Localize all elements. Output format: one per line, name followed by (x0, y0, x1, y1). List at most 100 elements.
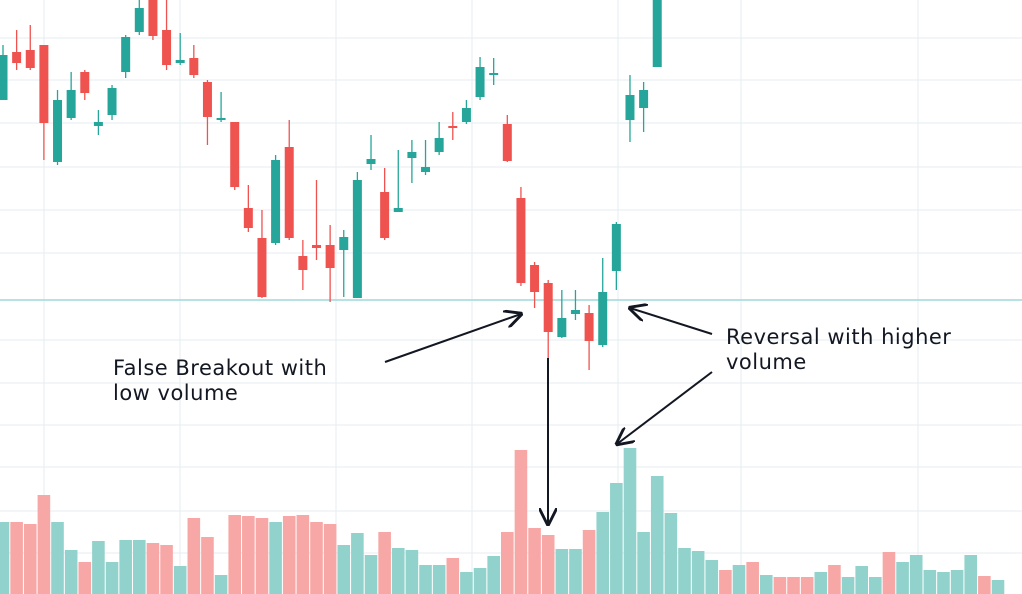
volume-bars (0, 448, 1005, 594)
volume-bar (828, 565, 841, 594)
volume-bar (937, 572, 950, 594)
candle-body (625, 95, 635, 120)
volume-bar (242, 516, 255, 594)
volume-bar (0, 522, 10, 594)
volume-bar (214, 575, 228, 594)
candle-body (175, 60, 185, 63)
candle-body (271, 160, 281, 243)
candle-body (407, 152, 417, 158)
volume-bar (773, 577, 787, 594)
candle-body (598, 292, 608, 345)
candle-body (570, 310, 580, 314)
volume-bar (964, 555, 978, 594)
volume-bar (487, 556, 500, 594)
candle-body (475, 67, 485, 97)
volume-bar (173, 566, 187, 594)
annotation: volume (726, 350, 807, 374)
volume-bar (187, 518, 201, 594)
volume-bar (391, 548, 405, 594)
volume-bar (501, 532, 514, 594)
candle-body (107, 88, 117, 115)
volume-bar (446, 558, 460, 594)
volume-bar (296, 515, 310, 594)
volume-bar (64, 550, 78, 594)
volume-bar (596, 512, 610, 594)
volume-bar (732, 565, 746, 594)
volume-bar (869, 577, 882, 594)
volume-bar (841, 577, 855, 594)
candle-body (162, 30, 172, 65)
candle-body (502, 124, 512, 161)
candle-body (489, 73, 499, 75)
volume-bar (923, 570, 937, 594)
arrow (617, 371, 713, 444)
volume-bar (909, 555, 923, 594)
volume-bar (800, 577, 814, 594)
volume-bar (37, 495, 51, 594)
annotation: low volume (113, 381, 238, 405)
volume-bar (528, 528, 541, 594)
candle-body (652, 0, 662, 67)
volume-bar (650, 476, 664, 594)
volume-bar (950, 570, 964, 594)
volume-bar (991, 580, 1005, 594)
volume-bar (637, 532, 650, 594)
candle-body (66, 90, 76, 118)
annotation: Reversal with higher (726, 325, 951, 349)
volume-bar (814, 572, 828, 594)
volume-bar (664, 513, 678, 594)
volume-bar (269, 522, 282, 594)
candle-body (380, 192, 390, 238)
volume-bar (719, 570, 732, 594)
volume-bar (759, 575, 773, 594)
candle-body (230, 122, 240, 187)
volume-bar (691, 551, 705, 594)
volume-bar (473, 568, 487, 594)
volume-bar (623, 448, 637, 594)
candle-body (543, 283, 553, 332)
volume-bar (460, 572, 473, 594)
volume-bar (705, 560, 719, 594)
candle-body (311, 245, 321, 248)
volume-bar (255, 518, 269, 594)
volume-bar (978, 576, 991, 594)
volume-bar (337, 545, 351, 594)
volume-bar (746, 562, 759, 594)
volume-bar (514, 450, 528, 594)
volume-bar (51, 522, 64, 594)
candle-body (366, 159, 376, 164)
candle-body (516, 198, 526, 283)
volume-bar (678, 548, 691, 594)
candle-body (639, 90, 649, 108)
volume-bar (555, 549, 569, 594)
volume-bar (541, 535, 555, 594)
candle-body (352, 180, 362, 298)
candle-body (53, 100, 63, 162)
volume-bar (896, 562, 909, 594)
volume-bar (432, 565, 446, 594)
volume-bar (201, 537, 214, 594)
candle-body (25, 50, 35, 68)
volume-bar (378, 532, 391, 594)
candle-body (189, 58, 199, 75)
volume-bar (882, 552, 896, 594)
volume-bar (405, 550, 419, 594)
volume-bar (310, 522, 323, 594)
candle-body (434, 138, 444, 152)
candle-body (121, 37, 131, 72)
candle-body (421, 167, 431, 172)
volume-bar (92, 541, 105, 594)
candle-body (284, 147, 294, 238)
volume-bar (323, 524, 337, 594)
candle-body (461, 108, 471, 122)
volume-bar (569, 549, 582, 594)
candle-body (93, 122, 103, 126)
volume-bar (787, 577, 800, 594)
candles (0, 0, 662, 370)
candle-body (325, 245, 335, 268)
arrow (630, 308, 713, 335)
arrow (384, 314, 521, 363)
candle-body (557, 318, 567, 337)
candle-body (530, 265, 540, 292)
